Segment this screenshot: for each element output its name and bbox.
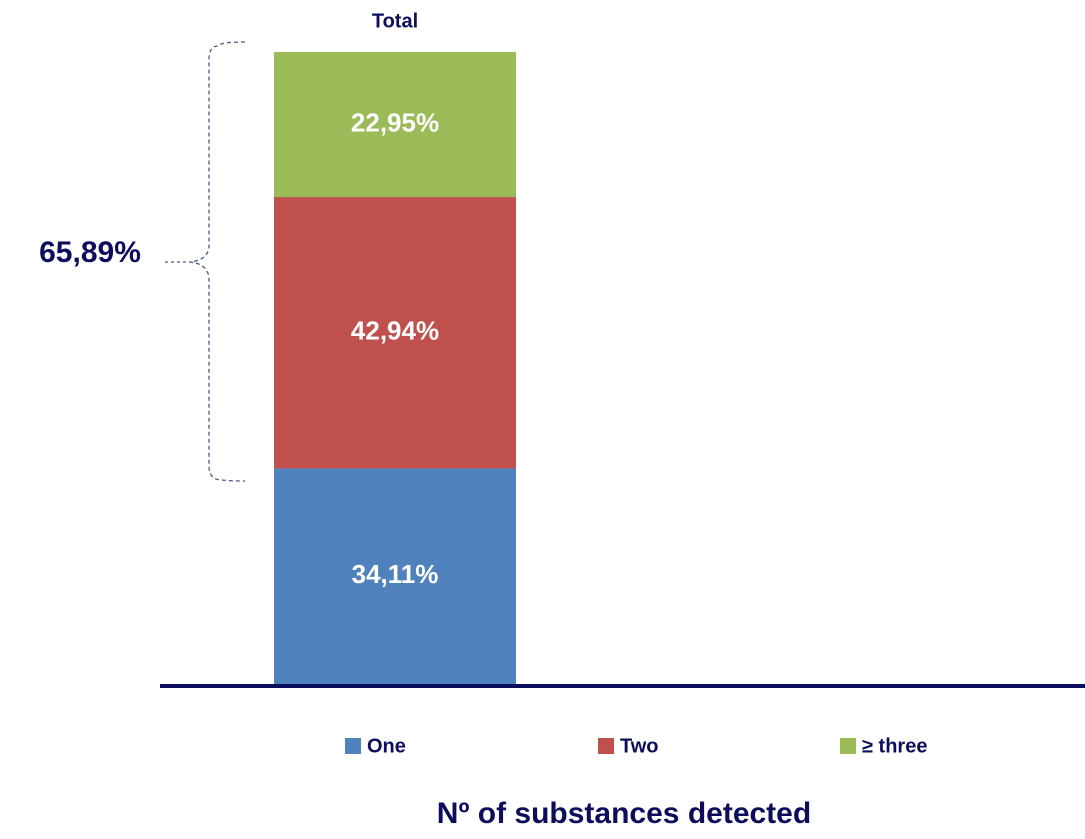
bar-segment (274, 197, 516, 469)
bar-segment (274, 468, 516, 684)
legend-swatch (598, 738, 614, 754)
x-axis-label: Nº of substances detected (437, 797, 811, 830)
legend-swatch (840, 738, 856, 754)
legend-label: Two (620, 735, 659, 757)
category-label: Total (372, 10, 418, 32)
bar-segment (274, 52, 516, 198)
annotation: 65,89% (39, 236, 141, 269)
legend-label: ≥ three (862, 735, 927, 757)
value-label: 34,11% (352, 559, 439, 589)
value-label: 42,94% (351, 316, 439, 346)
value-label: 22,95% (351, 107, 439, 137)
legend-swatch (345, 738, 361, 754)
bracket (189, 41, 246, 482)
legend-label: One (367, 735, 406, 757)
